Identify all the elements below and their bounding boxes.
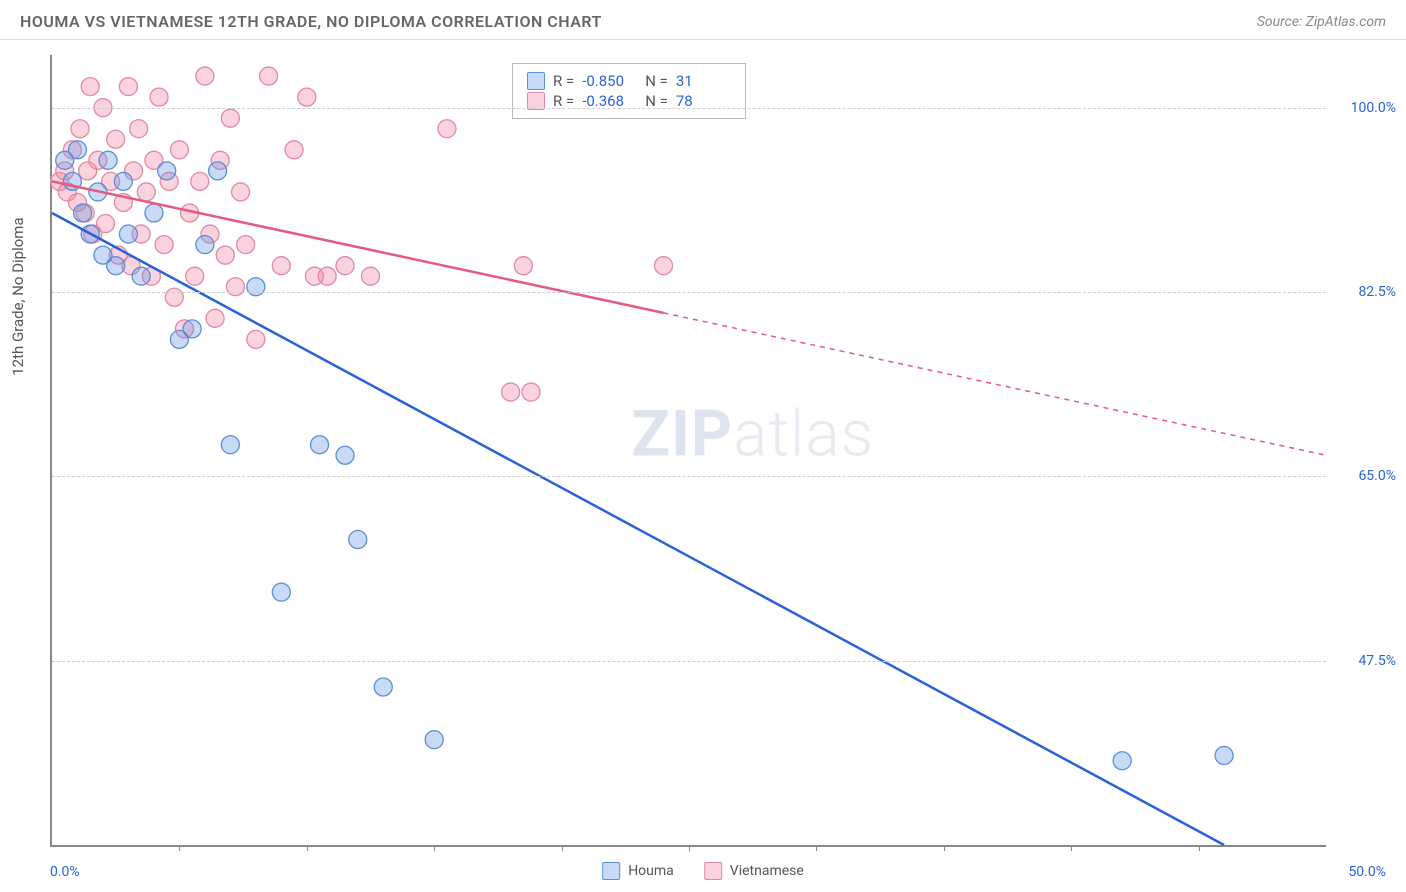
x-tick <box>689 845 690 851</box>
houma-legend-label: Houma <box>628 863 674 879</box>
y-axis-label: 12th Grade, No Diploma <box>9 217 27 375</box>
gridline <box>52 292 1326 293</box>
bottom-legend: Houma Vietnamese <box>602 862 804 880</box>
chart-header: HOUMA VS VIETNAMESE 12TH GRADE, NO DIPLO… <box>0 0 1406 40</box>
x-tick <box>1199 845 1200 851</box>
x-axis-min-label: 0.0% <box>50 864 80 880</box>
gridline <box>52 476 1326 477</box>
chart-title: HOUMA VS VIETNAMESE 12TH GRADE, NO DIPLO… <box>20 12 602 31</box>
x-tick <box>434 845 435 851</box>
y-tick-label: 100.0% <box>1351 100 1396 116</box>
vietnamese-legend-label: Vietnamese <box>730 863 804 879</box>
x-tick <box>816 845 817 851</box>
houma-legend-swatch <box>602 862 620 880</box>
x-axis-max-label: 50.0% <box>1348 864 1386 880</box>
gridline <box>52 661 1326 662</box>
chart-source: Source: ZipAtlas.com <box>1257 14 1386 30</box>
y-tick-label: 65.0% <box>1358 468 1396 484</box>
x-tick <box>1071 845 1072 851</box>
y-tick-label: 47.5% <box>1358 653 1396 669</box>
x-tick <box>944 845 945 851</box>
legend-item-vietnamese: Vietnamese <box>704 862 804 880</box>
scatter-svg <box>52 55 1326 845</box>
vietnamese-legend-swatch <box>704 862 722 880</box>
x-tick <box>562 845 563 851</box>
legend-item-houma: Houma <box>602 862 674 880</box>
y-tick-label: 82.5% <box>1358 284 1396 300</box>
chart-plot-area: ZIPatlas R = -0.850 N = 31 R = -0.368 N … <box>50 55 1326 847</box>
x-tick <box>179 845 180 851</box>
x-tick <box>307 845 308 851</box>
gridline <box>52 108 1326 109</box>
